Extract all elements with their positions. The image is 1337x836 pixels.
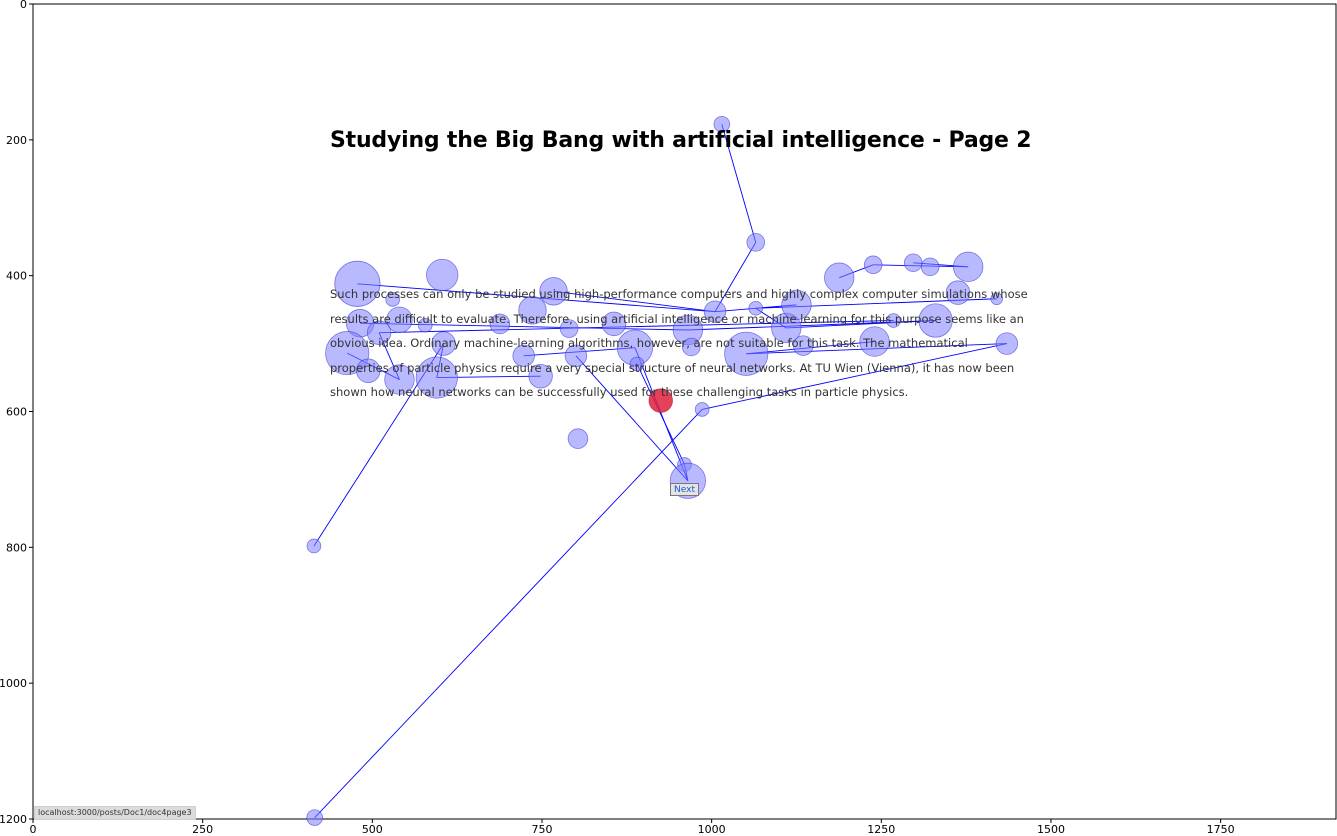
- fixation-point: [724, 331, 769, 376]
- status-bar-url: localhost:3000/posts/Doc1/doc4page3: [34, 806, 196, 820]
- fixation-point: [945, 280, 971, 305]
- y-tick-label: 600: [6, 406, 27, 419]
- fixation-point: [306, 538, 322, 554]
- x-tick-label: 1500: [1037, 823, 1065, 836]
- fixation-point: [886, 313, 901, 328]
- y-tick-label: 800: [6, 541, 27, 554]
- x-tick-label: 1000: [698, 823, 726, 836]
- fixation-point: [334, 260, 381, 307]
- fixation-point: [990, 292, 1003, 306]
- fixation-point: [682, 337, 701, 357]
- fixation-point: [903, 253, 923, 273]
- y-tick-label: 1200: [0, 813, 27, 826]
- fixation-point: [629, 356, 645, 372]
- fixation-point: [385, 292, 400, 307]
- scanpath-segment: [702, 343, 1007, 410]
- x-tick-label: 0: [30, 823, 37, 836]
- x-tick-label: 1750: [1207, 823, 1235, 836]
- y-tick-label: 200: [6, 134, 27, 147]
- x-tick-label: 750: [531, 823, 552, 836]
- x-tick-label: 1250: [867, 823, 895, 836]
- last-fixation-point: [648, 388, 673, 413]
- fixation-point: [417, 317, 433, 333]
- fixation-point: [859, 326, 890, 357]
- fixation-point: [567, 428, 589, 449]
- axes-border: [32, 3, 1337, 820]
- fixation-point: [863, 255, 883, 275]
- fixation-point: [325, 331, 370, 376]
- fixation-point: [431, 331, 456, 356]
- fixation-point: [366, 320, 392, 345]
- axis-ticks: 0 250 500 750 1000 1250 1500 1750 0 200 400 600 800 1…: [0, 0, 1235, 836]
- fixation-point: [559, 319, 579, 338]
- fixation-point: [694, 402, 710, 417]
- fixation-point: [601, 311, 627, 337]
- scanpath-segment: [575, 355, 689, 482]
- fixation-point: [415, 356, 458, 399]
- fixation-point: [748, 300, 764, 316]
- fixation-point: [512, 344, 535, 368]
- fixation-point: [995, 332, 1019, 355]
- scanpath-segment: [379, 320, 894, 334]
- fixation-point: [703, 300, 727, 323]
- fixation-point: [918, 303, 953, 338]
- fixation-point: [528, 363, 553, 389]
- fixation-point: [746, 233, 766, 252]
- scanpath-segment: [714, 242, 757, 312]
- fixation-point: [953, 251, 984, 282]
- scanpath-segment: [553, 290, 716, 313]
- fixation-point: [713, 115, 731, 133]
- scanpath-segment: [636, 363, 685, 465]
- y-tick-label: 0: [20, 0, 27, 11]
- fixation-point: [824, 262, 855, 293]
- fixation-point: [539, 277, 568, 306]
- fixation-point: [356, 358, 381, 383]
- fixation-point: [386, 306, 413, 334]
- scanpath-segment: [634, 347, 689, 481]
- page-title: Studying the Big Bang with artificial in…: [330, 128, 1032, 153]
- fixation-point: [306, 809, 323, 826]
- next-button[interactable]: Next: [670, 483, 699, 496]
- page-body-text: Such processes can only be studied using…: [330, 287, 1028, 399]
- scanpath-lines: [313, 124, 1007, 818]
- x-tick-label: 250: [192, 823, 213, 836]
- fixation-point: [793, 335, 814, 356]
- fixation-point: [426, 258, 459, 292]
- axes-frame: [32, 3, 1337, 820]
- scanpath-segment: [721, 124, 757, 243]
- scanpath-segment: [360, 322, 688, 331]
- fixation-markers: [306, 115, 1019, 826]
- fixation-point: [518, 296, 547, 325]
- fixation-point: [920, 257, 940, 277]
- scanpath-segment: [786, 320, 936, 329]
- fixation-point: [384, 364, 415, 395]
- y-tick-label: 1000: [0, 677, 27, 690]
- fixation-point: [781, 289, 812, 321]
- scanpath-segment: [314, 409, 703, 818]
- fixation-point: [489, 313, 511, 335]
- fixation-point: [564, 344, 588, 368]
- x-tick-label: 500: [362, 823, 383, 836]
- y-tick-label: 400: [6, 270, 27, 283]
